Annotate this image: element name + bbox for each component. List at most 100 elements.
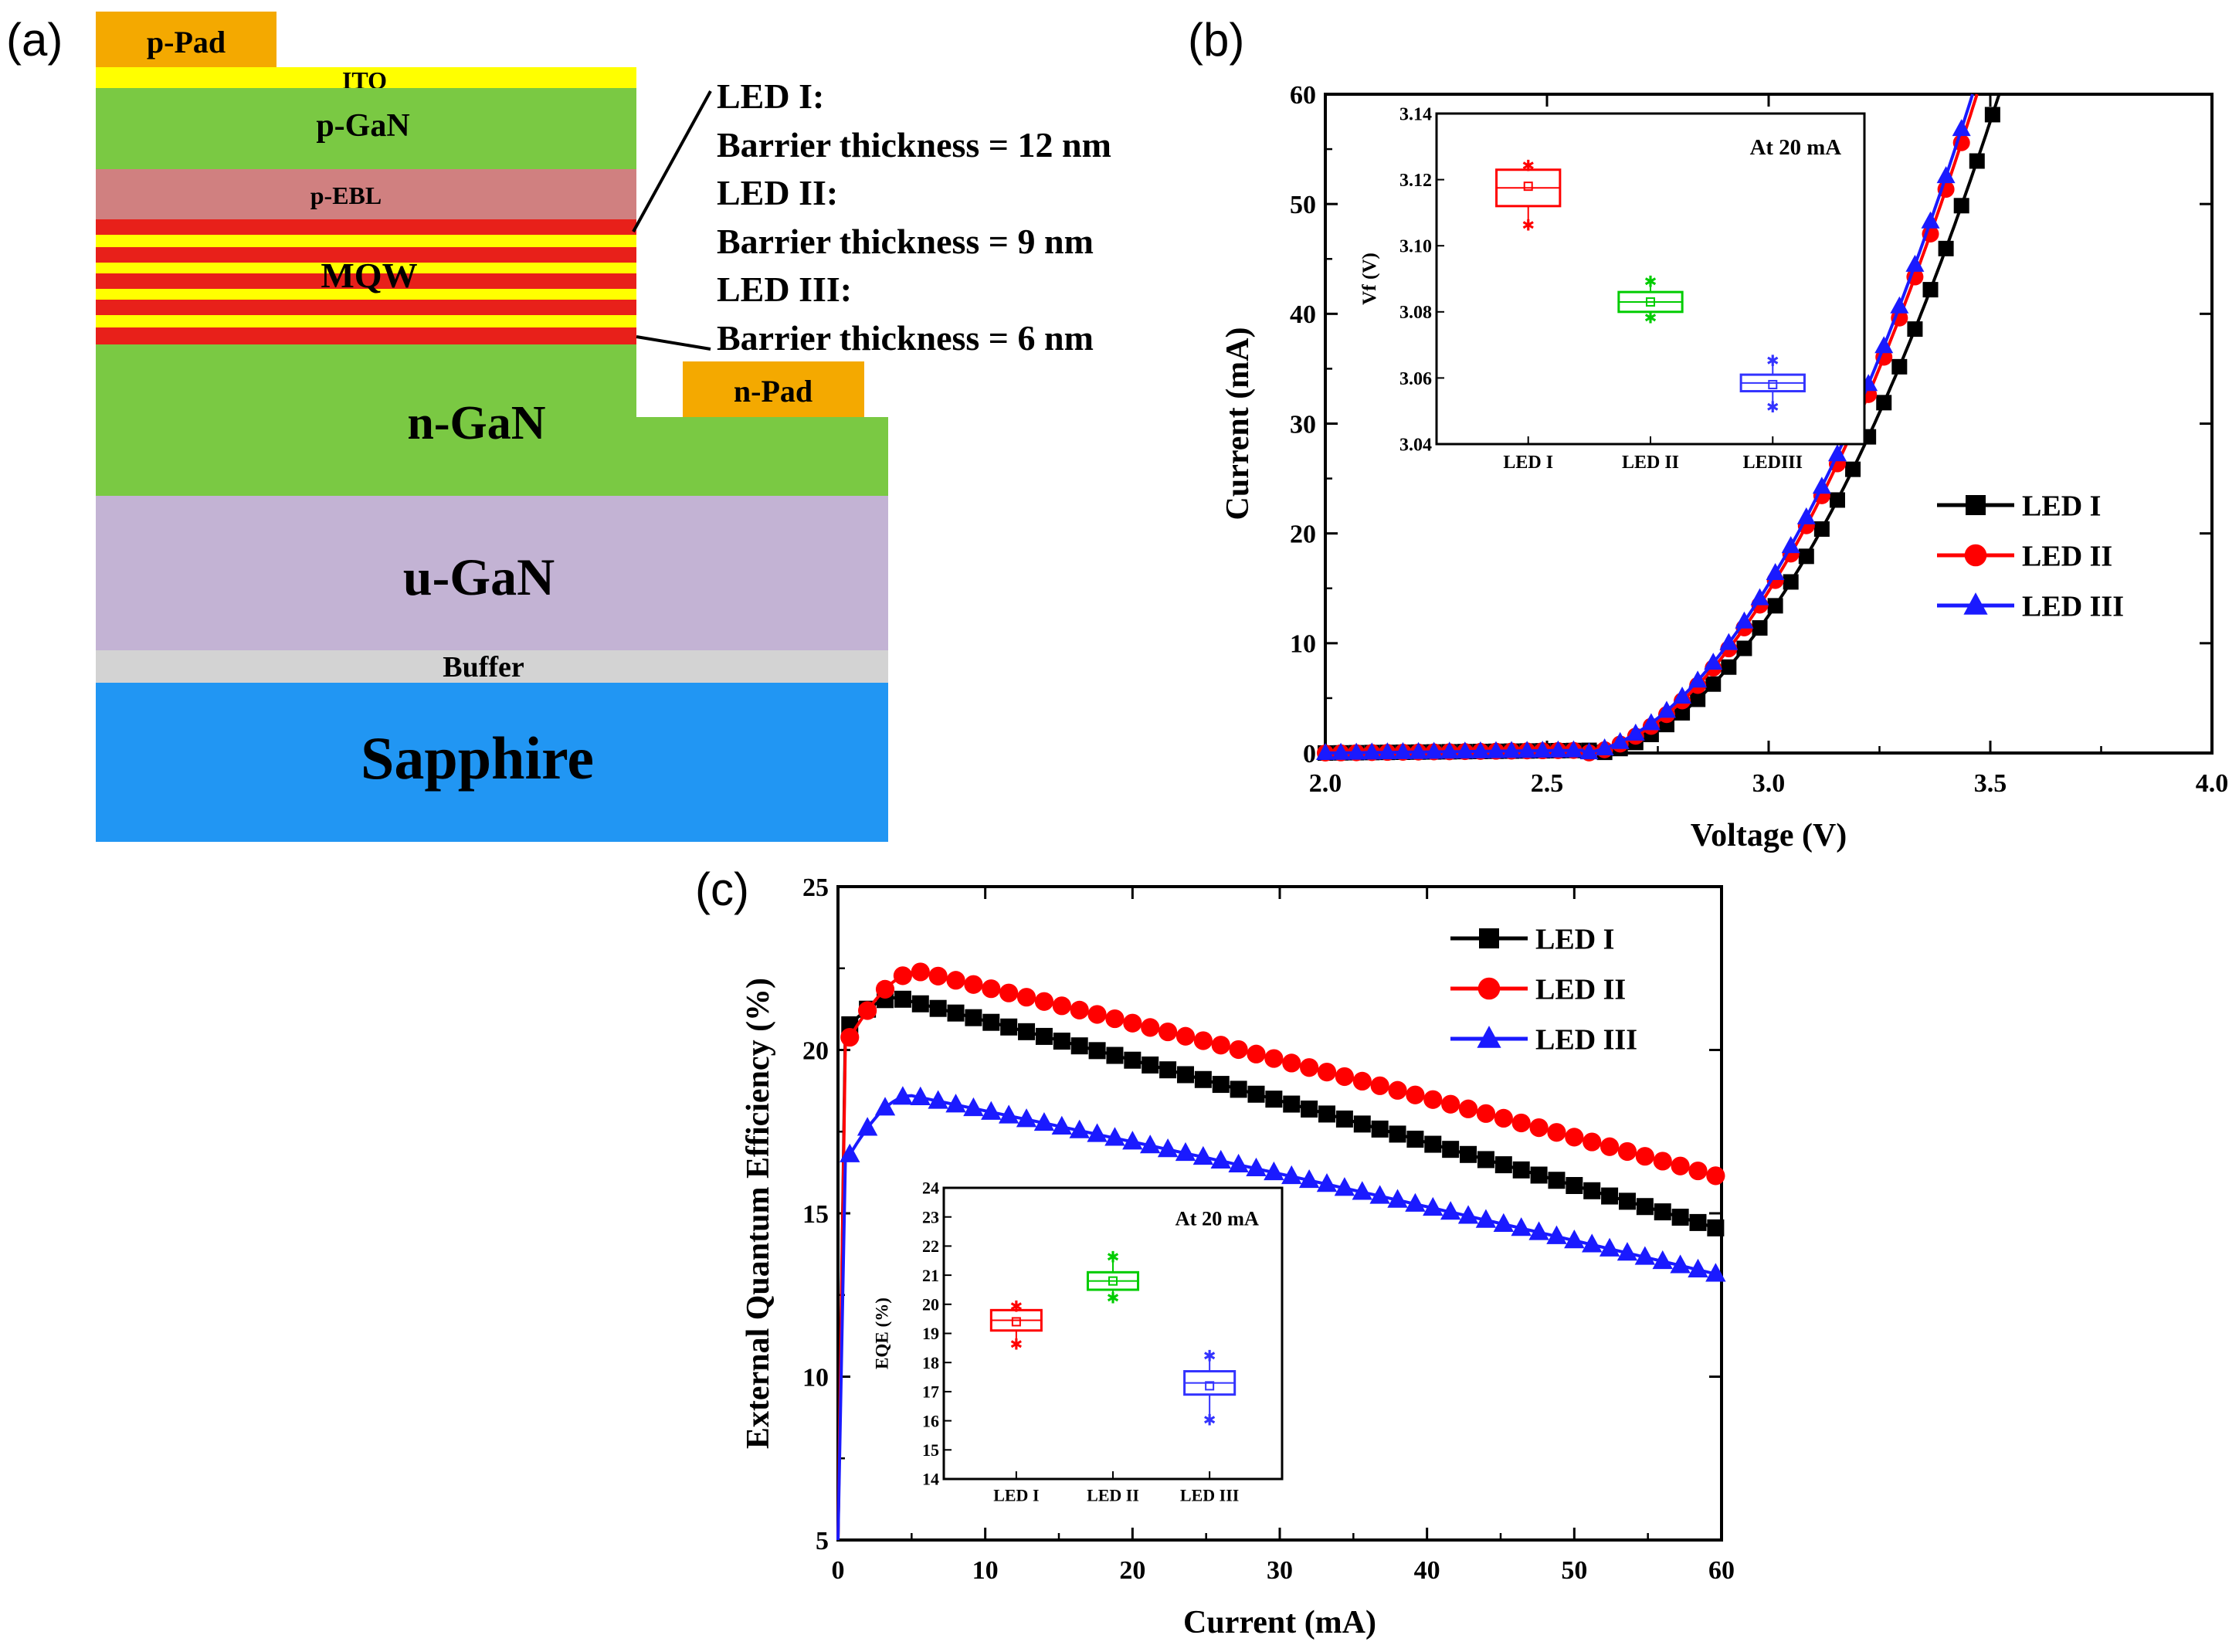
- eqe-data-point: [1494, 1108, 1513, 1128]
- inset-y-tick-label: 18: [922, 1353, 939, 1372]
- x-tick-label: 3.0: [1752, 769, 1786, 798]
- eqe-data-point: [1318, 1105, 1336, 1123]
- eqe-data-point: [1000, 1018, 1018, 1036]
- x-tick-label: 2.5: [1531, 769, 1564, 798]
- eqe-data-point: [1652, 1250, 1673, 1270]
- inset-max-marker: ✱: [1522, 158, 1535, 175]
- buffer-layer: [96, 650, 888, 683]
- eqe-data-point: [945, 1094, 966, 1113]
- eqe-data-point: [1529, 1118, 1549, 1138]
- inset-mean-marker: [1646, 297, 1655, 307]
- iv-data-point: [1750, 588, 1769, 606]
- eqe-data-point: [1405, 1192, 1426, 1212]
- inset-x-tick-label: LED III: [1180, 1486, 1239, 1505]
- eqe-data-point: [998, 1104, 1019, 1124]
- iv-data-point: [1984, 107, 2000, 123]
- eqe-data-point: [1087, 1005, 1107, 1024]
- eqe-data-point: [929, 999, 947, 1017]
- legend-marker: [1963, 592, 1988, 615]
- eqe-data-point: [1511, 1113, 1531, 1133]
- eqe-data-point: [1052, 996, 1071, 1016]
- x-tick-label: 10: [972, 1556, 999, 1585]
- iv-data-point: [1796, 507, 1816, 524]
- legend-marker: [1477, 1026, 1501, 1048]
- eqe-data-point: [1106, 1046, 1124, 1064]
- n-gan-layer: [96, 344, 888, 496]
- iv-data-point: [1953, 198, 1969, 214]
- eqe-data-point: [1016, 1108, 1037, 1128]
- eqe-data-point: [946, 971, 965, 990]
- panel-c-eqe-chart: (c) 0 10 20 30 40 50 60 5 10 15 20 25 Current (mA) Ex…: [695, 863, 1735, 1640]
- inset-max-marker: ✱: [1644, 273, 1657, 290]
- eqe-data-point: [1494, 1156, 1512, 1174]
- eqe-data-point: [1688, 1258, 1708, 1277]
- eqe-data-point: [1671, 1156, 1690, 1175]
- iv-data-point: [1393, 741, 1413, 759]
- eqe-data-point: [875, 979, 895, 999]
- eqe-data-point: [1140, 1135, 1161, 1154]
- inset-max-marker: ✱: [1766, 353, 1779, 370]
- p-ebl-label: p-EBL: [310, 181, 382, 209]
- mqw-stack: [96, 219, 636, 344]
- chart-b-axes: 2.0 2.5 3.0 3.5 4.0 0 10 20 30 40 50 60 Voltage (V) C…: [1220, 81, 2228, 853]
- inset-y-tick-label: 24: [922, 1179, 939, 1198]
- eqe-data-point: [1599, 1237, 1620, 1257]
- inset-min-marker: ✱: [1203, 1413, 1216, 1430]
- inset-mean-marker: [1011, 1317, 1021, 1327]
- eqe-data-point: [1264, 1161, 1284, 1181]
- eqe-data-point: [1053, 1033, 1070, 1050]
- eqe-data-point: [893, 966, 912, 985]
- iv-data-point: [1705, 676, 1722, 692]
- eqe-data-point: [1458, 1099, 1478, 1118]
- eqe-data-point: [1512, 1161, 1530, 1179]
- eqe-data-point: [1175, 1026, 1196, 1046]
- eqe-data-point: [1088, 1042, 1106, 1060]
- x-tick-label: 50: [1561, 1556, 1587, 1585]
- chart-c-series: [836, 962, 1726, 1541]
- eqe-data-point: [1033, 1111, 1055, 1131]
- iv-data-point: [1874, 336, 1894, 354]
- inset-y-tick-label: 17: [922, 1382, 939, 1402]
- inset-y-tick-label: 3.14: [1399, 104, 1432, 124]
- eqe-data-point: [1530, 1166, 1548, 1184]
- iv-data-point: [1891, 358, 1908, 375]
- y-tick-label: 15: [802, 1200, 829, 1229]
- eqe-data-point: [1616, 1242, 1638, 1261]
- iv-data-point: [1907, 321, 1923, 338]
- mqw-label: MQW: [321, 256, 417, 295]
- inset-annotation: At 20 mA: [1175, 1206, 1259, 1230]
- panel-b-label: (b): [1188, 14, 1244, 66]
- iv-data-point: [1657, 700, 1676, 718]
- inset-x-tick-label: LEDIII: [1743, 453, 1803, 473]
- inset-mean-marker: [1205, 1381, 1215, 1391]
- eqe-data-point: [1158, 1022, 1178, 1042]
- iv-data-point: [1767, 598, 1783, 614]
- legend-marker: [1964, 544, 1987, 567]
- eqe-data-point: [910, 1086, 931, 1105]
- chart-c-inset: 14 15 16 17 18 19 20 21 22 23 24 EQE (%) LED I ✱ ✱ LED …: [871, 1179, 1284, 1505]
- iv-data-point: [1440, 741, 1459, 759]
- iv-data-point: [1922, 282, 1939, 298]
- eqe-data-point: [964, 975, 983, 994]
- eqe-data-point: [1583, 1182, 1601, 1199]
- eqe-data-point: [928, 966, 948, 985]
- eqe-data-point: [1635, 1147, 1654, 1166]
- iv-data-point: [1766, 563, 1785, 581]
- chart-b-inset: 3.04 3.06 3.08 3.10 3.12 3.14 Vf (V) LED I ✱ ✱ LED…: [1359, 104, 1866, 473]
- legend-marker: [1479, 928, 1499, 948]
- eqe-data-point: [1123, 1013, 1142, 1033]
- eqe-data-point: [1051, 1115, 1073, 1135]
- inset-y-axis-label: Vf (V): [1359, 253, 1380, 305]
- p-ebl-layer: [96, 169, 636, 219]
- eqe-data-point: [840, 1143, 860, 1162]
- eqe-data-point: [1104, 1127, 1125, 1146]
- eqe-data-point: [1564, 1230, 1585, 1249]
- eqe-data-point: [1316, 1173, 1338, 1192]
- eqe-data-point: [1087, 1123, 1108, 1142]
- eqe-data-point: [1654, 1203, 1671, 1221]
- eqe-data-point: [1369, 1185, 1390, 1204]
- x-tick-label: 3.5: [1974, 769, 2007, 798]
- eqe-data-point: [1705, 1263, 1726, 1282]
- eqe-data-point: [1582, 1233, 1603, 1253]
- eqe-data-point: [911, 995, 929, 1013]
